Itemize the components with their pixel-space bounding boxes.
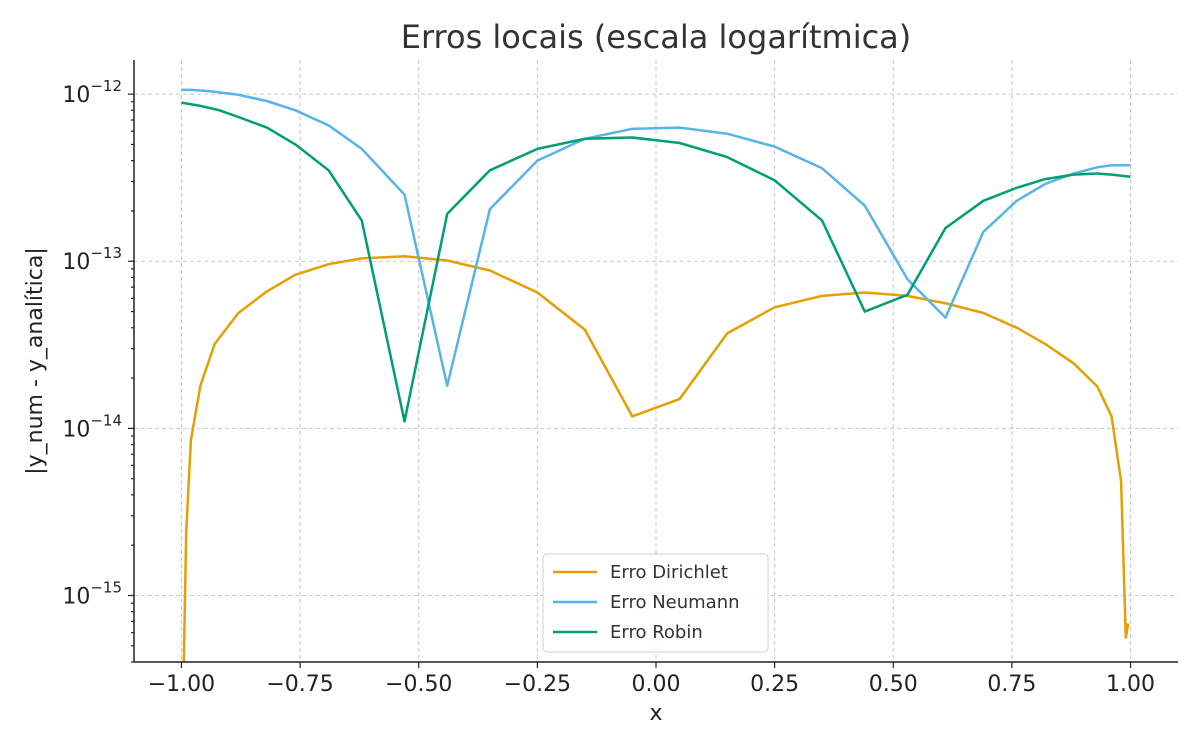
x-tick-label: −0.75 xyxy=(266,672,333,697)
legend-box xyxy=(542,553,769,653)
series-line-erro-neumann xyxy=(181,88,1131,387)
x-tick-label: −1.00 xyxy=(148,672,215,697)
legend: Erro Dirichlet Erro Neumann Erro Robin xyxy=(542,553,769,653)
y-tick-label: 10−15 xyxy=(62,578,122,609)
y-tick-label: 10−14 xyxy=(62,411,122,442)
x-tick-label: −0.25 xyxy=(504,672,571,697)
series-line-erro-robin xyxy=(181,101,1131,423)
x-tick-label: 0.00 xyxy=(632,672,681,697)
x-ticks: −1.00 −0.75 −0.50 −0.25 0.00 0.25 0.50 0.75 1.00 xyxy=(148,662,1155,697)
x-tick-label: −0.50 xyxy=(385,672,452,697)
series-layer xyxy=(181,88,1131,663)
legend-label-dirichlet: Erro Dirichlet xyxy=(610,562,728,583)
x-tick-label: 1.00 xyxy=(1106,672,1155,697)
legend-label-robin: Erro Robin xyxy=(610,622,703,643)
chart-title: Erros locais (escala logarítmica) xyxy=(401,18,912,56)
y-ticks: 10−12 10−13 10−14 10−15 xyxy=(62,77,134,663)
y-tick-label: 10−12 xyxy=(62,77,122,108)
series-line-erro-dirichlet xyxy=(182,255,1130,663)
x-axis-label: x xyxy=(649,701,662,726)
x-tick-label: 0.75 xyxy=(987,672,1036,697)
y-axis-label: |y_num - y_analítica| xyxy=(23,247,48,475)
x-tick-label: 0.50 xyxy=(869,672,918,697)
y-tick-label: 10−13 xyxy=(62,244,122,275)
x-tick-label: 0.25 xyxy=(750,672,799,697)
legend-label-neumann: Erro Neumann xyxy=(610,592,740,613)
